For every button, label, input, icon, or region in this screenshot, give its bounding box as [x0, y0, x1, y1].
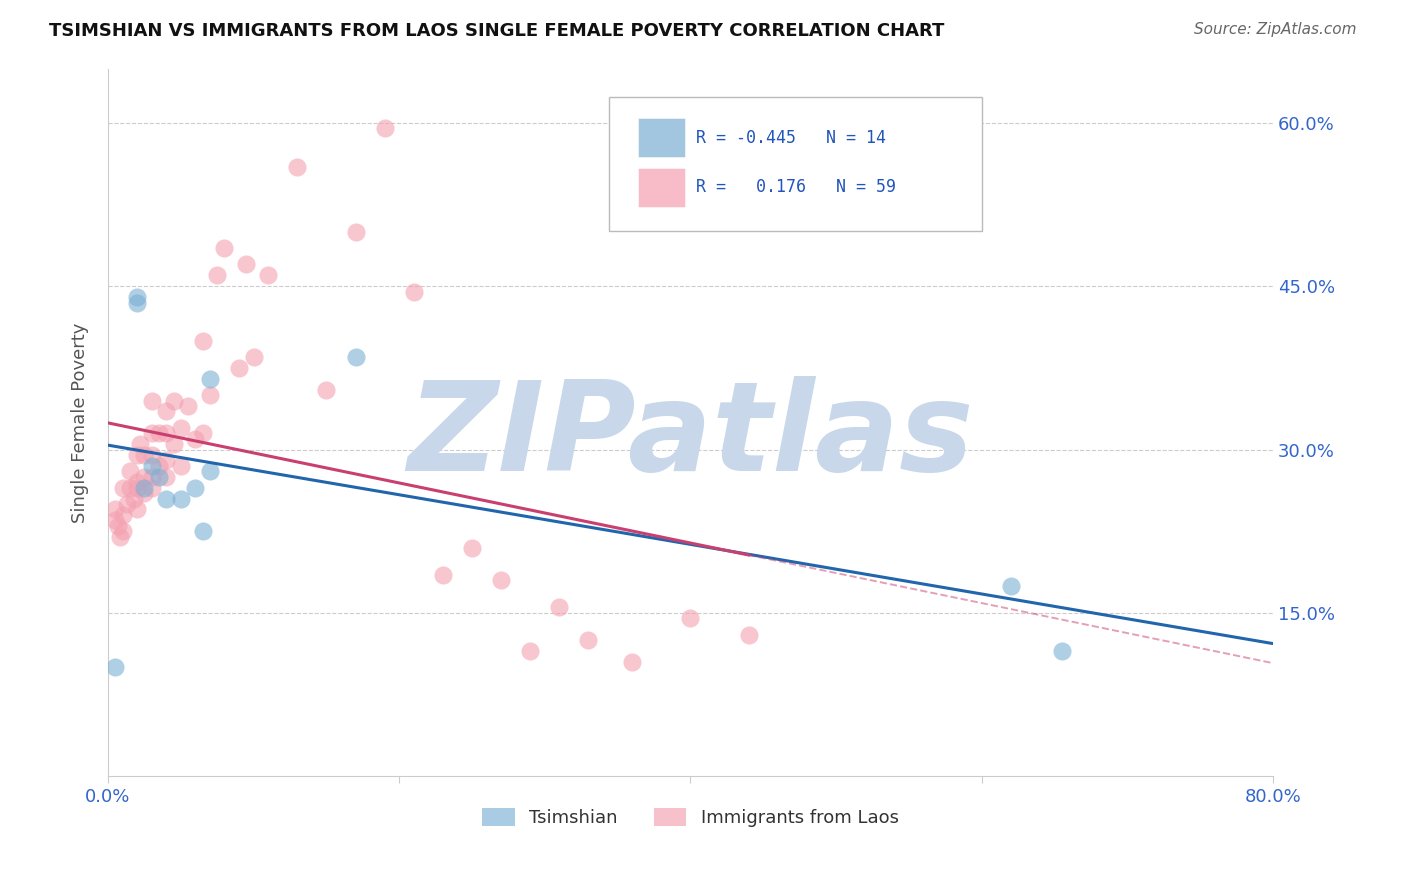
- Point: [228, 360, 250, 375]
- Point: [134, 470, 156, 484]
- Point: [134, 448, 156, 462]
- Point: [118, 464, 141, 478]
- Point: [127, 481, 149, 495]
- Point: [402, 285, 425, 299]
- Point: [737, 627, 759, 641]
- Point: [122, 491, 145, 506]
- Point: [127, 502, 149, 516]
- Point: [111, 481, 134, 495]
- Point: [107, 518, 129, 533]
- Point: [432, 567, 454, 582]
- Point: [519, 644, 541, 658]
- Point: [155, 470, 177, 484]
- Point: [184, 432, 207, 446]
- Text: TSIMSHIAN VS IMMIGRANTS FROM LAOS SINGLE FEMALE POVERTY CORRELATION CHART: TSIMSHIAN VS IMMIGRANTS FROM LAOS SINGLE…: [49, 22, 945, 40]
- Point: [489, 573, 512, 587]
- Point: [191, 334, 214, 348]
- Point: [148, 470, 170, 484]
- Point: [242, 350, 264, 364]
- Point: [127, 475, 149, 490]
- Point: [108, 530, 131, 544]
- Point: [578, 633, 600, 648]
- FancyBboxPatch shape: [638, 118, 685, 157]
- Point: [148, 426, 170, 441]
- Point: [104, 660, 127, 674]
- Point: [134, 486, 156, 500]
- Point: [141, 470, 163, 484]
- Point: [177, 399, 200, 413]
- Point: [115, 497, 138, 511]
- Point: [1000, 579, 1022, 593]
- FancyBboxPatch shape: [638, 168, 685, 207]
- Point: [205, 268, 228, 283]
- Point: [104, 513, 127, 527]
- Y-axis label: Single Female Poverty: Single Female Poverty: [72, 322, 89, 523]
- Text: ZIPatlas: ZIPatlas: [408, 376, 973, 497]
- Point: [344, 225, 367, 239]
- Point: [191, 524, 214, 539]
- Point: [257, 268, 280, 283]
- Point: [461, 541, 484, 555]
- Point: [679, 611, 702, 625]
- Point: [198, 388, 221, 402]
- Point: [285, 160, 308, 174]
- Point: [111, 508, 134, 522]
- Point: [170, 458, 193, 473]
- Point: [141, 393, 163, 408]
- Point: [198, 464, 221, 478]
- Text: Source: ZipAtlas.com: Source: ZipAtlas.com: [1194, 22, 1357, 37]
- Point: [170, 491, 193, 506]
- Text: R =   0.176   N = 59: R = 0.176 N = 59: [696, 178, 896, 196]
- Point: [374, 121, 396, 136]
- Point: [191, 426, 214, 441]
- Point: [184, 481, 207, 495]
- Point: [104, 502, 127, 516]
- Point: [111, 524, 134, 539]
- Point: [315, 383, 337, 397]
- Point: [155, 404, 177, 418]
- Point: [235, 258, 257, 272]
- Point: [344, 350, 367, 364]
- Point: [127, 295, 149, 310]
- Point: [134, 481, 156, 495]
- Point: [148, 458, 170, 473]
- Legend: Tsimshian, Immigrants from Laos: Tsimshian, Immigrants from Laos: [475, 801, 905, 834]
- Point: [162, 437, 184, 451]
- Point: [170, 421, 193, 435]
- Point: [127, 290, 149, 304]
- Point: [162, 393, 184, 408]
- Point: [214, 241, 236, 255]
- Point: [129, 437, 152, 451]
- Point: [621, 655, 644, 669]
- Point: [155, 426, 177, 441]
- Point: [141, 481, 163, 495]
- Point: [548, 600, 571, 615]
- Point: [198, 372, 221, 386]
- Point: [155, 453, 177, 467]
- Point: [141, 448, 163, 462]
- Point: [127, 448, 149, 462]
- FancyBboxPatch shape: [609, 97, 981, 231]
- Point: [141, 458, 163, 473]
- Point: [1050, 644, 1073, 658]
- Text: R = -0.445   N = 14: R = -0.445 N = 14: [696, 128, 886, 147]
- Point: [118, 481, 141, 495]
- Point: [141, 426, 163, 441]
- Point: [155, 491, 177, 506]
